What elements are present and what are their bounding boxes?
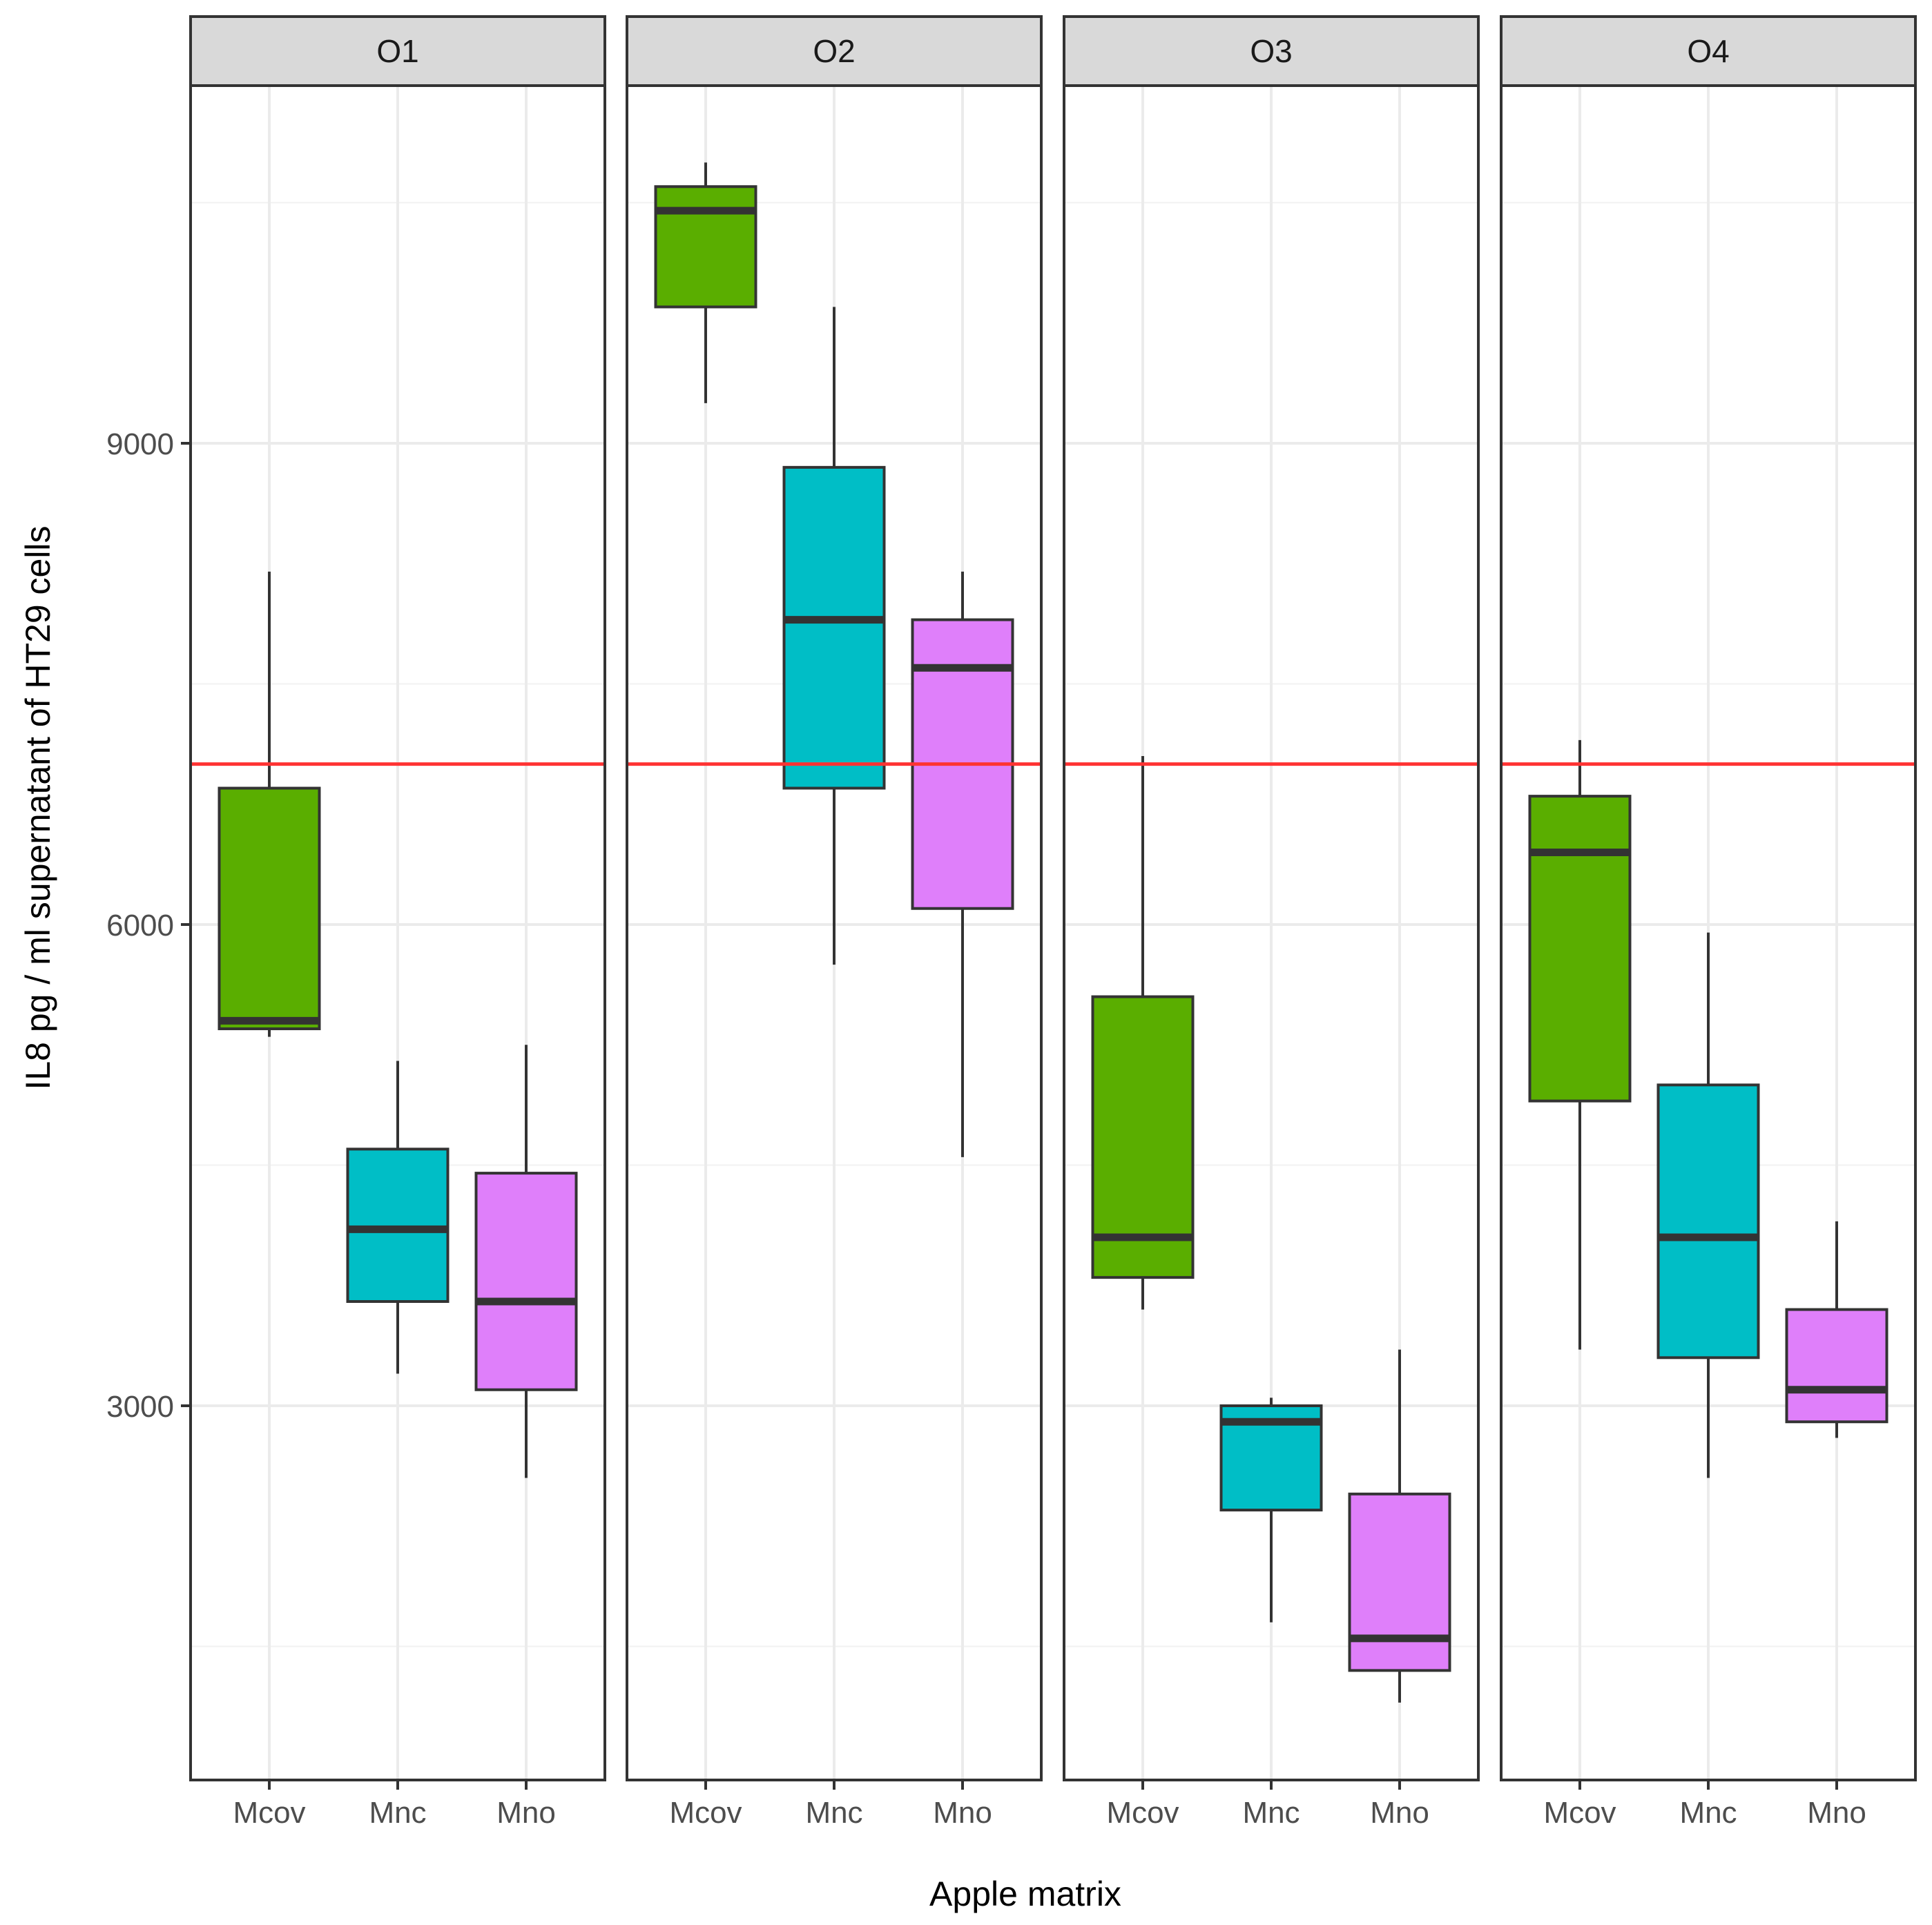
facet-panel-o2: O2 Mcov Mnc Mno: [626, 15, 1043, 1830]
iqr-box: [218, 786, 321, 1031]
strip-background: [1500, 15, 1917, 87]
facets-layer: O1 Mcov Mnc Mno O2 Mcov Mnc Mno O3 Mcov Mnc Mno O4 Mc…: [189, 15, 1917, 1830]
iqr-box: [654, 185, 757, 309]
facet-panel-o4: O4 Mcov Mnc Mno: [1500, 15, 1917, 1830]
box-o2-mnc: [782, 307, 886, 965]
y-axis-title: IL8 pg / ml supernatant of HT29 cells: [19, 525, 57, 1090]
box-o1-mnc: [346, 1061, 450, 1374]
y-axis: 3000 6000 9000: [106, 427, 191, 1424]
box-o3-mno: [1348, 1349, 1451, 1703]
strip-background: [626, 15, 1043, 87]
iqr-box: [346, 1148, 450, 1303]
box-o3-mnc: [1219, 1397, 1323, 1623]
box-o3-mcov: [1091, 756, 1195, 1310]
facet-panel-o1: O1 Mcov Mnc Mno: [189, 15, 606, 1830]
y-tick-label: 3000: [106, 1390, 174, 1424]
x-tick-label: Mcov: [1543, 1796, 1616, 1830]
x-tick-label: Mno: [496, 1796, 556, 1830]
box-o4-mnc: [1656, 932, 1760, 1478]
iqr-box: [1785, 1308, 1888, 1424]
x-tick-label: Mcov: [669, 1796, 742, 1830]
facet-panel-o3: O3 Mcov Mnc Mno: [1063, 15, 1480, 1830]
box-o1-mno: [474, 1045, 578, 1478]
iqr-box: [1091, 995, 1195, 1279]
x-tick-label: Mcov: [233, 1796, 305, 1830]
strip-background: [1063, 15, 1480, 87]
strip-background: [189, 15, 606, 87]
iqr-box: [1656, 1083, 1760, 1360]
facet-strip-label: O1: [376, 33, 418, 69]
box-o4-mcov: [1528, 739, 1632, 1350]
x-tick-label: Mno: [933, 1796, 992, 1830]
x-axis-title: Apple matrix: [929, 1875, 1121, 1913]
facet-strip-label: O2: [813, 33, 855, 69]
iqr-box: [474, 1172, 578, 1391]
y-tick-label: 9000: [106, 427, 174, 461]
x-tick-label: Mno: [1370, 1796, 1429, 1830]
x-tick-label: Mno: [1807, 1796, 1866, 1830]
box-o4-mno: [1785, 1221, 1888, 1438]
iqr-box: [782, 465, 886, 790]
x-tick-label: Mnc: [1679, 1796, 1737, 1830]
iqr-box: [1528, 795, 1632, 1103]
x-tick-label: Mcov: [1106, 1796, 1179, 1830]
facet-strip-label: O3: [1250, 33, 1292, 69]
box-o1-mcov: [218, 571, 321, 1037]
y-tick-label: 6000: [106, 909, 174, 942]
x-tick-label: Mnc: [369, 1796, 426, 1830]
box-o2-mcov: [654, 162, 757, 403]
x-tick-label: Mnc: [1242, 1796, 1300, 1830]
facet-strip-label: O4: [1687, 33, 1729, 69]
x-tick-label: Mnc: [805, 1796, 862, 1830]
iqr-box: [1348, 1492, 1451, 1672]
